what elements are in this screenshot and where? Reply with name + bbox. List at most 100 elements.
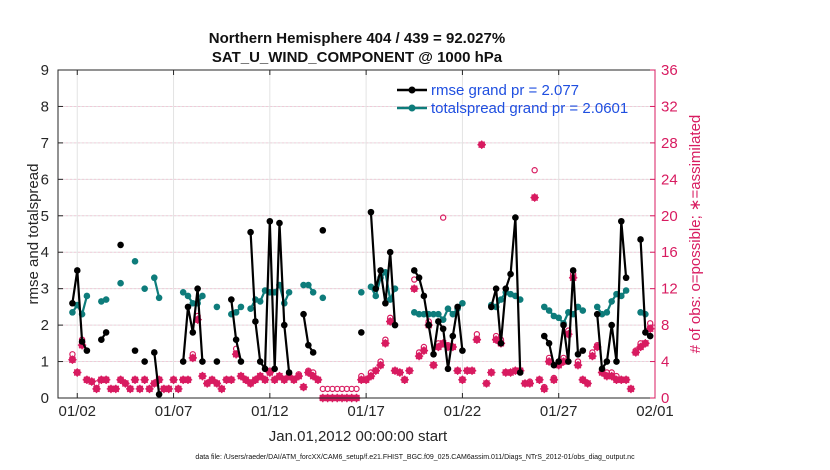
y-tick-right-label: 16 bbox=[661, 244, 678, 261]
obs-assimilated-star bbox=[381, 339, 390, 348]
obs-assimilated-star bbox=[621, 375, 631, 384]
rmse-point bbox=[69, 299, 76, 307]
obs-assimilated-star bbox=[419, 346, 429, 355]
rmse-point bbox=[512, 214, 519, 221]
obs-assimilated-star bbox=[530, 193, 539, 202]
y-axis-left: 0 1 2 3 4 5 6 7 8 9 bbox=[41, 62, 63, 407]
rmse-point bbox=[603, 358, 611, 365]
totalspread-point bbox=[141, 285, 148, 292]
obs-assimilated-marker bbox=[626, 384, 636, 394]
x-tick-label: 01/17 bbox=[347, 403, 385, 420]
grid bbox=[58, 69, 656, 399]
obs-assimilated-marker bbox=[535, 375, 544, 384]
y-tick-label: 3 bbox=[41, 281, 49, 298]
x-tick-label: 01/12 bbox=[251, 403, 289, 420]
rmse-point bbox=[280, 321, 288, 329]
totalspread-point bbox=[603, 309, 611, 316]
obs-assimilated-marker bbox=[92, 384, 101, 394]
obs-assimilated-marker bbox=[588, 351, 597, 361]
y-tick-label: 0 bbox=[41, 390, 49, 407]
obs-assimilated-marker bbox=[121, 379, 130, 388]
rmse-point bbox=[271, 365, 278, 373]
rmse-point bbox=[622, 274, 630, 282]
obs-assimilated-marker bbox=[111, 384, 120, 394]
rmse-point bbox=[83, 347, 91, 354]
obs-assimilated-star bbox=[361, 375, 371, 384]
obs-assimilated-star bbox=[463, 366, 472, 375]
obs-assimilated-marker bbox=[621, 375, 631, 384]
rmse-point bbox=[199, 358, 206, 365]
obs-assimilated-marker bbox=[525, 379, 535, 388]
legend-rmse-marker bbox=[408, 86, 416, 94]
obs-assimilated-star bbox=[227, 375, 236, 384]
obs-assimilated-star bbox=[400, 375, 409, 384]
totalspread-point bbox=[102, 296, 110, 303]
obs-possible-marker bbox=[531, 167, 538, 174]
data-file-footnote: data file: /Users/raeder/DAI/ATM_forcXX/… bbox=[195, 454, 635, 461]
x-tick-label: 01/07 bbox=[155, 403, 193, 420]
obs-assimilated-marker bbox=[198, 371, 207, 381]
obs-assimilated-marker bbox=[544, 357, 554, 366]
rmse-point bbox=[73, 267, 81, 274]
totalspread-line bbox=[153, 277, 161, 299]
obs-assimilated-star bbox=[231, 350, 241, 359]
y-tick-right-label: 36 bbox=[661, 62, 678, 79]
obs-assimilated-star bbox=[111, 384, 120, 394]
obs-assimilated-star bbox=[631, 348, 640, 357]
obs-assimilated-star bbox=[506, 368, 515, 377]
rmse-point bbox=[550, 361, 558, 369]
obs-assimilated-marker bbox=[68, 355, 77, 364]
obs-assimilated-star bbox=[549, 375, 559, 384]
rmse-point bbox=[179, 358, 187, 365]
chart-subtitle: SAT_U_WIND_COMPONENT @ 1000 hPa bbox=[212, 49, 503, 66]
rmse-point bbox=[237, 358, 245, 365]
totalspread-point bbox=[555, 314, 563, 322]
y-tick-label: 2 bbox=[41, 317, 49, 334]
rmse-point bbox=[372, 285, 380, 292]
obs-assimilated-star bbox=[308, 371, 318, 381]
y-tick-right-label: 12 bbox=[661, 281, 678, 298]
totalspread-point bbox=[189, 299, 197, 307]
totalspread-point bbox=[430, 310, 437, 318]
obs-assimilated-marker bbox=[366, 371, 376, 381]
obs-assimilated-star bbox=[203, 379, 212, 388]
rmse-point bbox=[459, 347, 466, 354]
obs-assimilated-star bbox=[559, 357, 568, 366]
obs-assimilated-star bbox=[130, 375, 140, 384]
rmse-point bbox=[367, 208, 375, 216]
rmse-point bbox=[449, 332, 457, 340]
obs-assimilated-star bbox=[487, 368, 496, 377]
obs-assimilated-star bbox=[612, 375, 621, 384]
y-tick-right-label: 28 bbox=[661, 135, 678, 152]
rmse-point bbox=[492, 285, 500, 292]
obs-assimilated-marker bbox=[645, 324, 655, 333]
rmse-point bbox=[300, 310, 307, 318]
rmse-point bbox=[507, 270, 514, 278]
obs-assimilated-star bbox=[511, 366, 520, 375]
rmse-point bbox=[256, 358, 264, 365]
obs-assimilated-star bbox=[212, 379, 222, 388]
totalspread-point bbox=[117, 279, 124, 287]
obs-assimilated-marker bbox=[419, 346, 429, 355]
obs-assimilated-star bbox=[588, 351, 597, 361]
obs-assimilated-marker bbox=[188, 353, 198, 363]
y-tick-label: 4 bbox=[41, 244, 49, 261]
obs-assimilated-marker bbox=[227, 375, 236, 384]
obs-assimilated-star bbox=[256, 371, 265, 381]
obs-assimilated-marker bbox=[410, 284, 419, 293]
totalspread-point bbox=[213, 303, 221, 311]
obs-assimilated-star bbox=[106, 384, 116, 394]
y-tick-right-label: 0 bbox=[661, 390, 669, 407]
obs-assimilated-star bbox=[410, 284, 419, 293]
rmse-point bbox=[608, 321, 615, 329]
rmse-point bbox=[266, 217, 274, 225]
chart-title: Northern Hemisphere 404 / 439 = 92.027% bbox=[209, 30, 505, 47]
obs-assimilated-star bbox=[135, 384, 145, 394]
y-axis-right: 0 4 8 12 16 20 24 28 32 36 bbox=[650, 62, 678, 407]
y-tick-label: 7 bbox=[41, 135, 49, 152]
rmse-point bbox=[247, 228, 254, 236]
obs-assimilated-marker bbox=[414, 351, 424, 361]
obs-possible-marker bbox=[439, 214, 447, 221]
obs-assimilated-marker bbox=[73, 368, 82, 377]
obs-assimilated-marker bbox=[183, 375, 193, 384]
